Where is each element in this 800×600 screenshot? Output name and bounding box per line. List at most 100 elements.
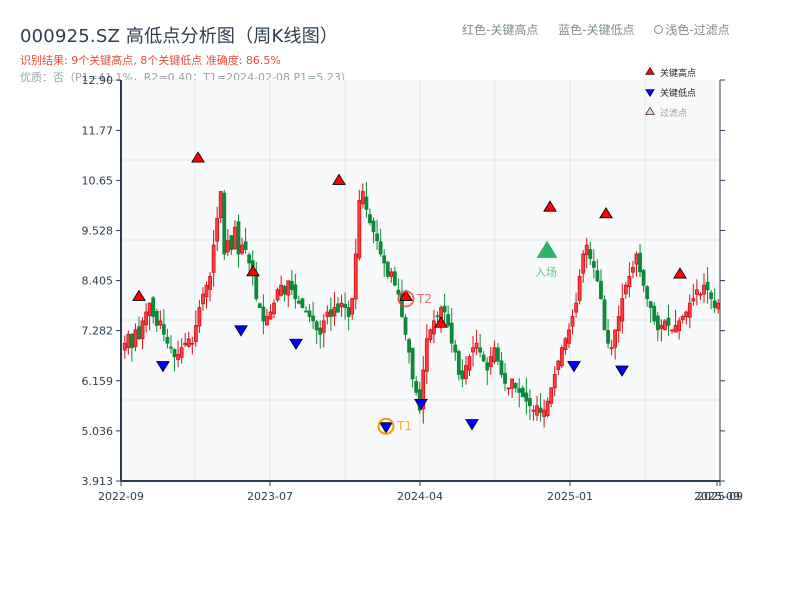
x-tick-label: 2025-09 xyxy=(694,490,740,503)
candle-down xyxy=(712,300,717,308)
circle-icon xyxy=(654,25,664,34)
candle-down xyxy=(254,274,259,300)
t1-label: T1 xyxy=(396,419,412,433)
candle-up xyxy=(691,298,696,302)
t1-ring-icon xyxy=(377,417,395,435)
candle-down xyxy=(517,388,522,393)
candle-up xyxy=(577,275,582,301)
candle-down xyxy=(456,351,461,375)
candle-up xyxy=(179,347,184,358)
candle-down xyxy=(602,299,607,331)
candle-up xyxy=(332,307,337,317)
candle-up xyxy=(350,298,355,315)
x-tick-label: 2025-09 xyxy=(697,490,743,503)
key-high-triangle-icon xyxy=(191,151,205,163)
candle-down xyxy=(503,373,507,384)
candle-down xyxy=(364,196,369,210)
t2-ring-icon xyxy=(397,290,415,308)
candle-up xyxy=(357,200,362,259)
candle-down xyxy=(169,346,173,349)
key-low-triangle-icon xyxy=(465,419,479,431)
candle-down xyxy=(645,286,650,300)
candle-up xyxy=(616,316,621,332)
candle-up xyxy=(609,347,614,350)
candle-up xyxy=(670,329,674,332)
candle-down xyxy=(282,285,287,295)
key-high-triangle-icon xyxy=(399,289,413,301)
candle-up xyxy=(211,244,216,273)
candle-down xyxy=(481,354,486,362)
candle-down xyxy=(520,387,525,398)
candle-up xyxy=(339,302,344,308)
candle-up xyxy=(140,320,145,340)
entry-marker-icon xyxy=(536,240,558,258)
candle-up xyxy=(201,293,205,305)
candle-up xyxy=(474,342,479,349)
candle-up xyxy=(158,320,163,326)
candle-down xyxy=(591,261,596,268)
candle-down xyxy=(638,252,642,273)
candle-down xyxy=(648,301,653,308)
candle-down xyxy=(407,339,411,353)
candle-down xyxy=(705,281,710,291)
candle-down xyxy=(385,261,390,277)
y-tick-label: 11.77 xyxy=(82,124,114,137)
candle-up xyxy=(631,267,635,273)
candle-up xyxy=(186,338,191,347)
candle-down xyxy=(588,249,593,259)
candle-down xyxy=(527,398,532,407)
candle-down xyxy=(496,347,500,362)
candle-down xyxy=(343,303,347,308)
candle-down xyxy=(165,336,170,344)
color-key-blue: 蓝色-关键低点 xyxy=(558,23,635,37)
candle-down xyxy=(293,284,298,300)
color-key-red: 红色-关键高点 xyxy=(462,23,539,37)
candle-down xyxy=(236,221,241,255)
candle-down xyxy=(247,254,252,264)
candle-up xyxy=(684,311,689,318)
candle-up xyxy=(659,325,664,329)
candle-up xyxy=(531,409,536,412)
markers: 入场 T1 T2 xyxy=(132,151,687,435)
candle-up xyxy=(424,338,429,372)
x-tick-label: 2025-01 xyxy=(547,490,593,503)
key-low-triangle-icon xyxy=(234,325,248,337)
y-tick-label: 7.282 xyxy=(82,325,114,338)
candle-up xyxy=(634,253,639,265)
key-high-triangle-icon xyxy=(332,173,346,185)
candle-down xyxy=(318,327,323,335)
candle-up xyxy=(240,244,244,254)
candle-down xyxy=(297,300,301,304)
candle-up xyxy=(613,329,618,348)
candle-up xyxy=(702,284,706,295)
candle-up xyxy=(545,400,550,417)
candle-up xyxy=(133,329,138,348)
key-low-triangle-icon xyxy=(289,338,303,351)
candle-down xyxy=(414,381,419,393)
x-tick-label: 2022-09 xyxy=(98,490,144,503)
candle-down xyxy=(375,233,379,242)
candle-up xyxy=(204,284,209,298)
candle-up xyxy=(559,347,564,367)
candle-up xyxy=(265,316,269,326)
candle-up xyxy=(225,240,230,253)
candle-down xyxy=(513,383,518,389)
candle-up xyxy=(663,320,667,331)
y-tick-label: 3.913 xyxy=(82,475,114,488)
legend-label: 关键高点 xyxy=(660,67,696,79)
key-low-triangle-icon xyxy=(414,399,428,411)
candle-up xyxy=(144,311,148,326)
chart-title: 000925.SZ 高低点分析图（周K线图） xyxy=(20,26,339,47)
candle-up xyxy=(623,284,628,295)
candle-up xyxy=(581,253,586,274)
candle-up xyxy=(183,342,188,346)
candle-down xyxy=(478,347,483,353)
candle-down xyxy=(346,307,351,317)
candle-up xyxy=(147,302,152,317)
key-high-triangle-icon xyxy=(246,265,260,277)
candle-up xyxy=(687,302,692,318)
key-low-triangle-icon xyxy=(567,361,581,373)
candle-down xyxy=(499,360,504,375)
legend-high-icon xyxy=(645,66,655,75)
